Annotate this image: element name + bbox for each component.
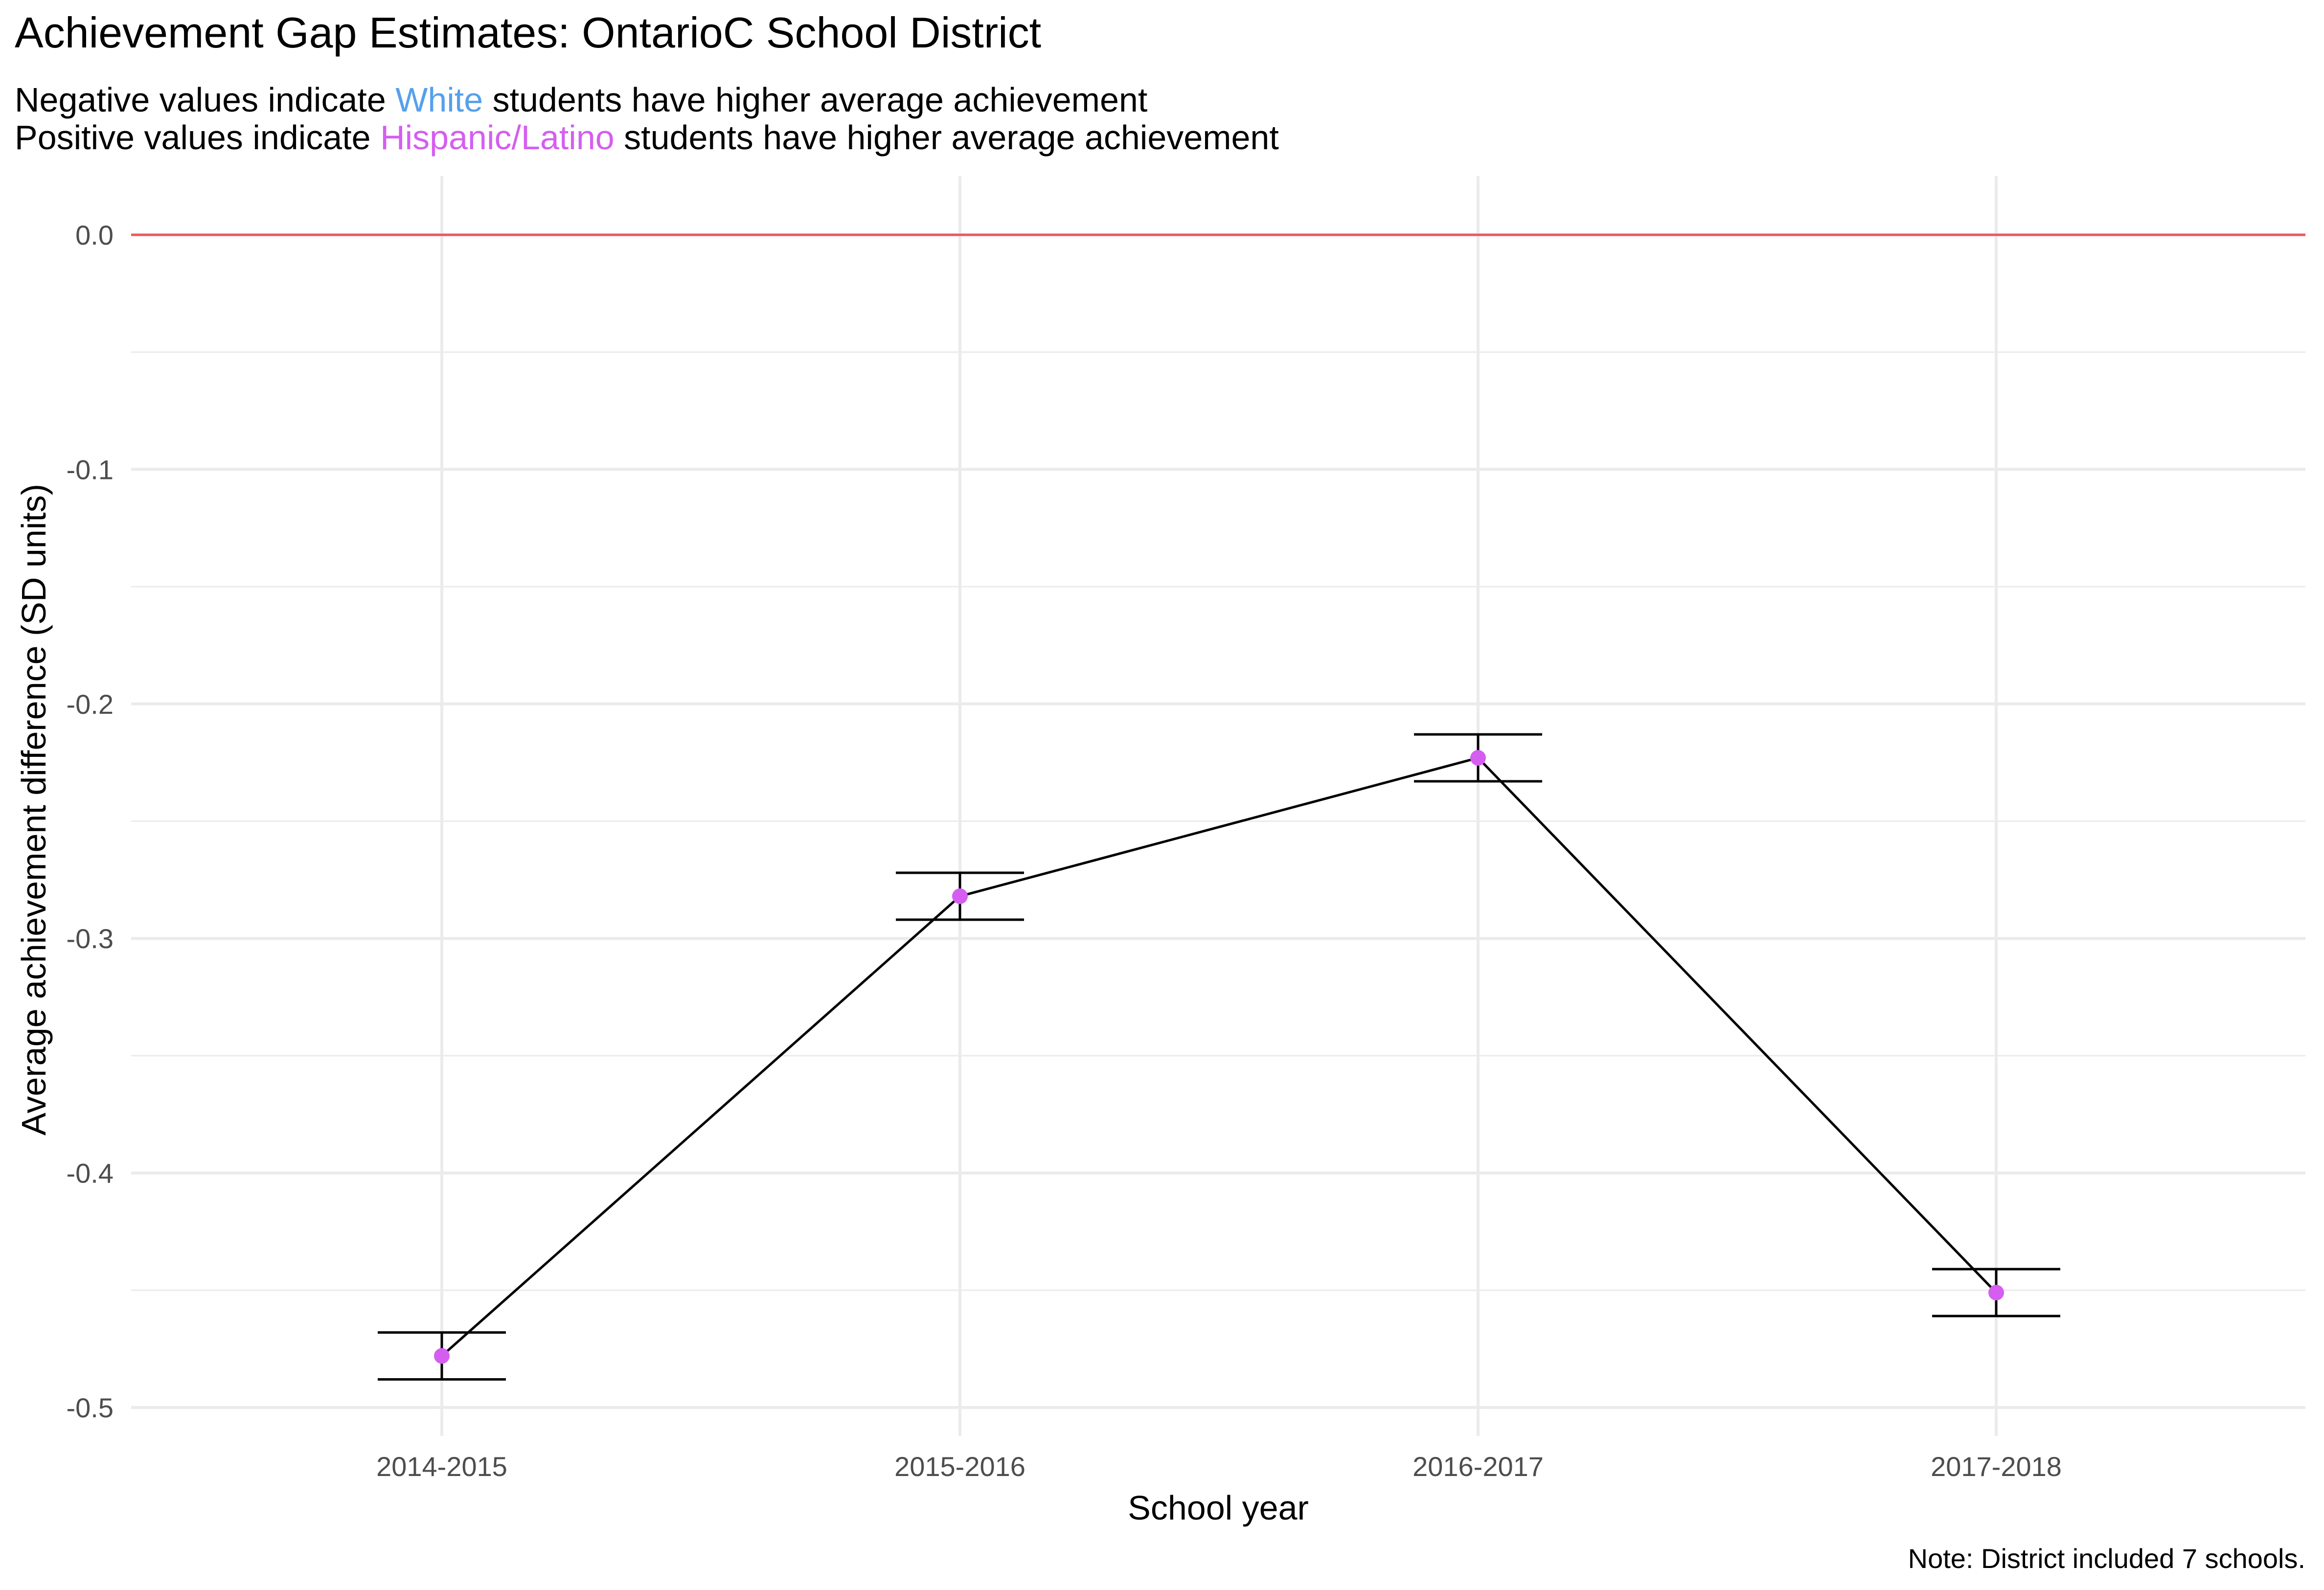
data-point [1470,750,1486,766]
y-axis-title: Average achievement difference (SD units… [15,484,53,1136]
chart-subtitle-line2: Positive values indicate Hispanic/Latino… [15,118,1279,157]
y-tick-label: -0.1 [67,454,114,485]
data-marks [378,733,2060,1381]
subtitle-line1-highlight: White [395,81,483,119]
subtitle-line2-suffix: students have higher average achievement [624,118,1279,157]
data-point [434,1348,450,1364]
chart-subtitle-line1: Negative values indicate White students … [15,81,1147,119]
data-point [1988,1285,2004,1301]
subtitle-line1-suffix: students have higher average achievement [493,81,1148,119]
y-tick-label: -0.5 [67,1392,114,1423]
x-tick-label: 2015-2016 [894,1451,1025,1482]
subtitle-line1-prefix: Negative values indicate [15,81,386,119]
y-tick-label: -0.4 [67,1158,114,1189]
x-axis-title: School year [1128,1489,1309,1527]
subtitle-line2-prefix: Positive values indicate [15,118,371,157]
y-tick-label: 0.0 [75,220,114,250]
y-axis-ticks: 0.0 -0.1 -0.2 -0.3 -0.4 -0.5 [67,220,114,1423]
y-tick-label: -0.3 [67,923,114,954]
x-tick-label: 2017-2018 [1931,1451,2062,1482]
chart-title: Achievement Gap Estimates: OntarioC Scho… [15,8,1041,57]
subtitle-line2-highlight: Hispanic/Latino [380,118,615,157]
data-point [952,888,968,904]
x-tick-label: 2014-2015 [376,1451,507,1482]
x-axis-ticks: 2014-2015 2015-2016 2016-2017 2017-2018 [376,1451,2062,1482]
series-line [441,756,1997,1357]
x-tick-label: 2016-2017 [1413,1451,1544,1482]
chart-caption: Note: District included 7 schools. [1908,1543,2305,1574]
y-tick-label: -0.2 [67,689,114,720]
